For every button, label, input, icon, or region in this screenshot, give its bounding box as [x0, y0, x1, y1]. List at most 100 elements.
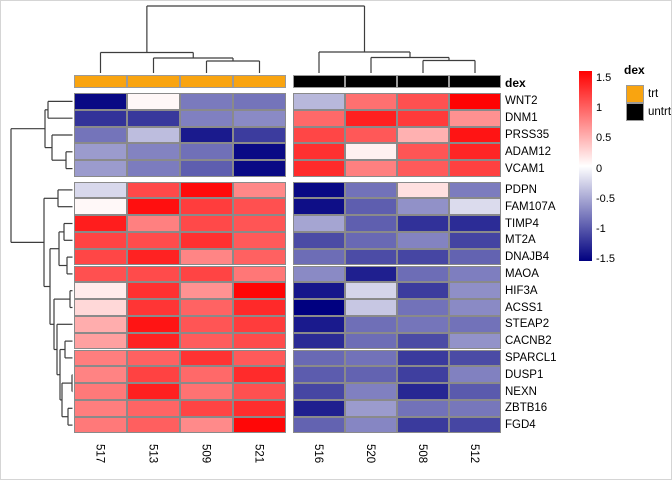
row-label: DNAJB4 [505, 251, 550, 264]
heatmap-cell [449, 383, 501, 400]
heatmap-cell [233, 93, 286, 110]
heatmap-cell [397, 332, 449, 350]
heatmap-cell [345, 332, 397, 350]
row-label: MT2A [505, 234, 536, 247]
heatmap-cell [293, 248, 345, 266]
heatmap-cell [449, 299, 501, 316]
heatmap-cell [293, 160, 345, 177]
annotation-legend-title: dex [624, 63, 645, 77]
heatmap-cell [397, 416, 449, 434]
heatmap-cell [127, 248, 180, 266]
heatmap-cell [180, 93, 233, 110]
heatmap-cell [233, 143, 286, 161]
color-scale-tick-label: 0 [596, 162, 603, 175]
heatmap-cell [233, 332, 286, 350]
heatmap-cell [345, 416, 397, 434]
heatmap-cell [397, 349, 449, 367]
heatmap-cell [397, 160, 449, 177]
heatmap-cell [397, 143, 449, 161]
heatmap-cell [74, 160, 127, 177]
heatmap-cell [233, 198, 286, 216]
heatmap-cell [233, 399, 286, 417]
annotation-cell [180, 75, 233, 88]
heatmap-cell [449, 93, 501, 110]
column-label: 517 [93, 444, 106, 464]
heatmap-cell [293, 315, 345, 333]
annotation-cell [449, 75, 501, 88]
heatmap-cell [397, 231, 449, 249]
heatmap-cell [293, 416, 345, 434]
heatmap-cell [345, 349, 397, 367]
heatmap-cell [127, 198, 180, 216]
heatmap-cell [345, 109, 397, 127]
heatmap-cell [180, 181, 233, 199]
row-label: MAOA [505, 267, 539, 280]
heatmap-cell [397, 299, 449, 316]
heatmap-cell [180, 231, 233, 249]
row-label: VCAM1 [505, 162, 545, 175]
heatmap-cell [74, 93, 127, 110]
heatmap-cell [449, 332, 501, 350]
heatmap-cell [127, 143, 180, 161]
heatmap-cell [127, 181, 180, 199]
heatmap-cell [233, 248, 286, 266]
heatmap-cell [180, 299, 233, 316]
heatmap-cell [449, 198, 501, 216]
heatmap-cell [397, 248, 449, 266]
annotation-legend-label: untrt [648, 106, 672, 118]
heatmap-cell [180, 265, 233, 283]
heatmap-cell [127, 299, 180, 316]
heatmap-cell [345, 383, 397, 400]
heatmap-cell [74, 299, 127, 316]
heatmap-cell [293, 299, 345, 316]
annotation-cell [397, 75, 449, 88]
row-label: SPARCL1 [505, 351, 557, 364]
heatmap-cell [233, 282, 286, 300]
heatmap-cell [127, 315, 180, 333]
heatmap-cell [449, 349, 501, 367]
row-label: PDPN [505, 183, 537, 196]
heatmap-cell [293, 332, 345, 350]
column-label: 513 [146, 444, 159, 464]
heatmap-cell [74, 265, 127, 283]
column-label: 512 [468, 444, 480, 464]
heatmap-cell [233, 109, 286, 127]
heatmap-cell [449, 366, 501, 384]
heatmap-cell [345, 181, 397, 199]
row-label: ACSS1 [505, 301, 543, 314]
heatmap-cell [345, 231, 397, 249]
heatmap-cell [397, 282, 449, 300]
heatmap-cell [180, 399, 233, 417]
heatmap-cell [293, 143, 345, 161]
heatmap-cell [345, 160, 397, 177]
heatmap-cell [345, 299, 397, 316]
heatmap-cell [233, 215, 286, 232]
heatmap-cell [449, 248, 501, 266]
heatmap-cell [180, 383, 233, 400]
heatmap-cell [233, 383, 286, 400]
column-label: 516 [312, 444, 324, 464]
annotation-cell [127, 75, 180, 88]
heatmap-cell [293, 366, 345, 384]
heatmap-cell [397, 198, 449, 216]
heatmap-cell [74, 181, 127, 199]
heatmap-cell [397, 383, 449, 400]
heatmap-cell [127, 265, 180, 283]
heatmap-cell [180, 332, 233, 350]
row-label: DNM1 [505, 112, 538, 125]
heatmap-cell [127, 366, 180, 384]
heatmap-cell [127, 282, 180, 300]
column-label: 508 [416, 444, 428, 464]
annotation-legend-swatch [626, 85, 644, 103]
heatmap-cell [74, 109, 127, 127]
heatmap-cell [127, 231, 180, 249]
row-label: TIMP4 [505, 217, 539, 230]
heatmap-cell [74, 349, 127, 367]
heatmap-cell [74, 282, 127, 300]
heatmap-cell [127, 215, 180, 232]
heatmap-cell [397, 399, 449, 417]
annotation-legend-swatch [626, 103, 644, 121]
row-label: STEAP2 [505, 318, 550, 331]
heatmap-cell [449, 160, 501, 177]
